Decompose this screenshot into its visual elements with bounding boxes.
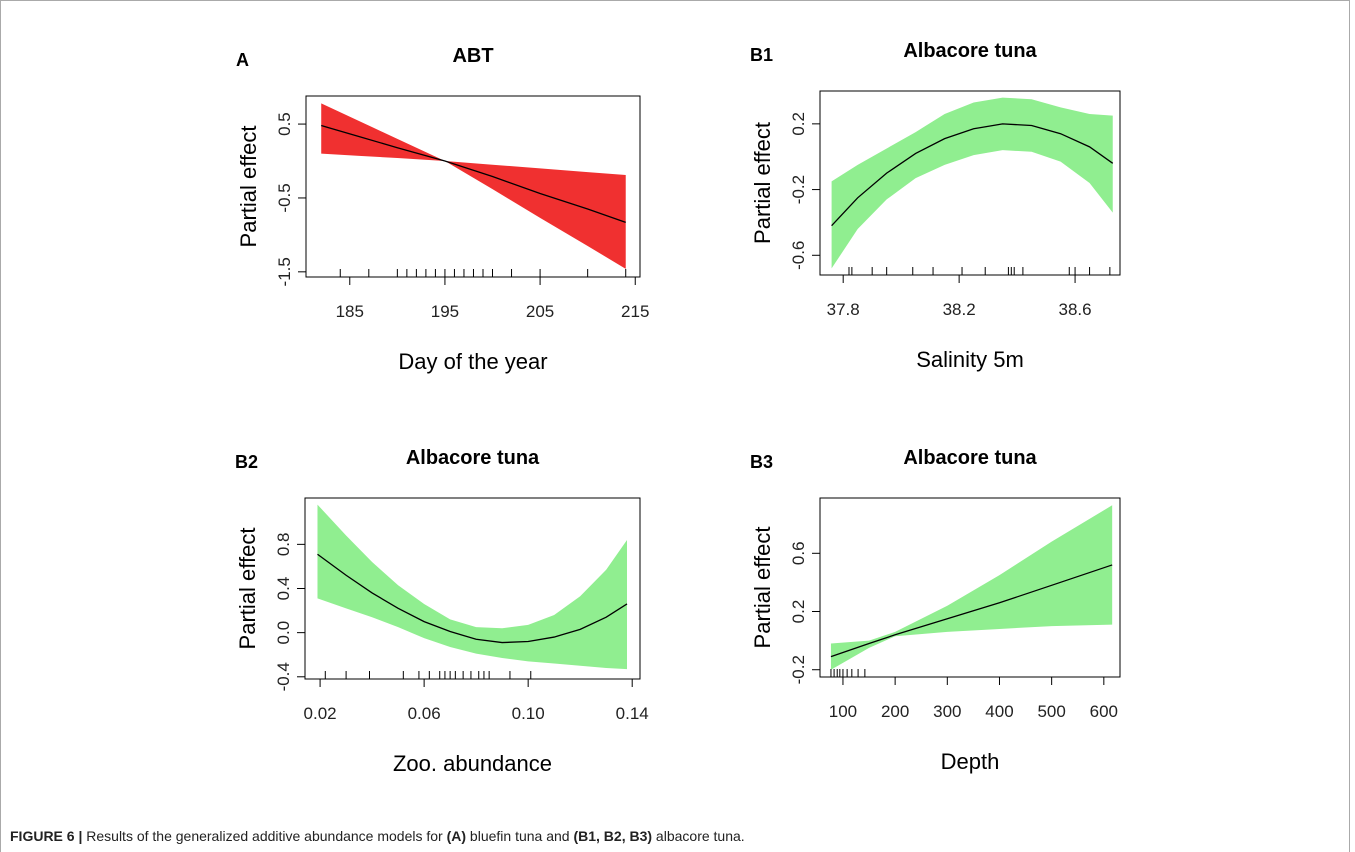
panel-title: ABT (452, 45, 493, 67)
y-tick-label: 0.2 (789, 600, 808, 624)
x-tick-label: 0.06 (408, 704, 441, 723)
panel-title: Albacore tuna (903, 447, 1037, 469)
y-tick-label: -1.5 (275, 257, 294, 286)
y-tick-label: 0.0 (274, 621, 293, 645)
x-axis-label: Zoo. abundance (393, 751, 552, 776)
caption-text: (B1, B2, B3) (573, 828, 653, 844)
x-axis-label: Day of the year (398, 349, 547, 374)
y-tick-label: -0.2 (789, 655, 808, 684)
caption-text: albacore tuna. (652, 828, 745, 844)
caption-text: bluefin tuna and (466, 828, 574, 844)
caption-text: Results of the generalized additive abun… (82, 828, 447, 844)
x-tick-label: 500 (1037, 702, 1065, 721)
x-tick-label: 195 (431, 302, 459, 321)
plot-box (819, 497, 1121, 678)
caption-label: FIGURE 6 | (10, 828, 83, 844)
x-tick-label: 0.10 (512, 704, 545, 723)
plot-box (819, 90, 1121, 276)
x-tick-label: 37.8 (827, 300, 860, 319)
confidence-band (317, 504, 627, 670)
confidence-band (830, 505, 1113, 670)
x-tick-label: 38.6 (1059, 300, 1092, 319)
x-tick-label: 0.14 (616, 704, 649, 723)
y-axis-label: Partial effect (750, 122, 775, 244)
y-tick-label: -0.6 (789, 241, 808, 270)
panel-title: Albacore tuna (903, 40, 1037, 62)
caption: FIGURE 6 | Results of the generalized ad… (10, 828, 745, 844)
y-axis-label: Partial effect (236, 126, 261, 248)
panel: B3 Albacore tuna Depth Partial effect 100 200… (750, 447, 1121, 774)
panel: B1 Albacore tuna Salinity 5m Partial effect… (750, 40, 1121, 372)
y-tick-label: 0.2 (789, 112, 808, 136)
panel-label: B2 (235, 452, 258, 472)
x-axis-label: Depth (941, 749, 1000, 774)
x-tick-label: 600 (1090, 702, 1118, 721)
y-tick-label: -0.5 (275, 183, 294, 212)
confidence-band (321, 103, 626, 269)
x-tick-label: 100 (829, 702, 857, 721)
y-tick-label: 0.6 (789, 541, 808, 565)
fit-line (321, 124, 626, 223)
confidence-band (831, 97, 1113, 269)
y-tick-label: 0.5 (275, 112, 294, 136)
panel: B2 Albacore tuna Zoo. abundance Partial eff… (235, 447, 649, 776)
x-tick-label: 400 (985, 702, 1013, 721)
x-axis-label: Salinity 5m (916, 347, 1024, 372)
fit-line (317, 553, 628, 644)
y-axis-label: Partial effect (750, 527, 775, 649)
x-tick-label: 38.2 (943, 300, 976, 319)
fit-line (830, 564, 1113, 658)
panel-label: B3 (750, 452, 773, 472)
x-tick-label: 0.02 (304, 704, 337, 723)
x-tick-label: 185 (336, 302, 364, 321)
x-tick-label: 200 (881, 702, 909, 721)
y-tick-label: -0.4 (274, 662, 293, 691)
panel-label: B1 (750, 45, 773, 65)
panel-label: A (236, 50, 249, 70)
x-tick-label: 215 (621, 302, 649, 321)
panel: A ABT Day of the year Partial effect 185 195 2… (236, 45, 649, 374)
y-tick-label: 0.8 (274, 533, 293, 557)
y-tick-label: 0.4 (274, 577, 293, 601)
y-tick-label: -0.2 (789, 175, 808, 204)
caption-text: (A) (446, 828, 467, 844)
x-tick-label: 300 (933, 702, 961, 721)
fit-line (831, 123, 1114, 227)
x-tick-label: 205 (526, 302, 554, 321)
y-axis-label: Partial effect (235, 528, 260, 650)
panel-title: Albacore tuna (406, 447, 540, 469)
